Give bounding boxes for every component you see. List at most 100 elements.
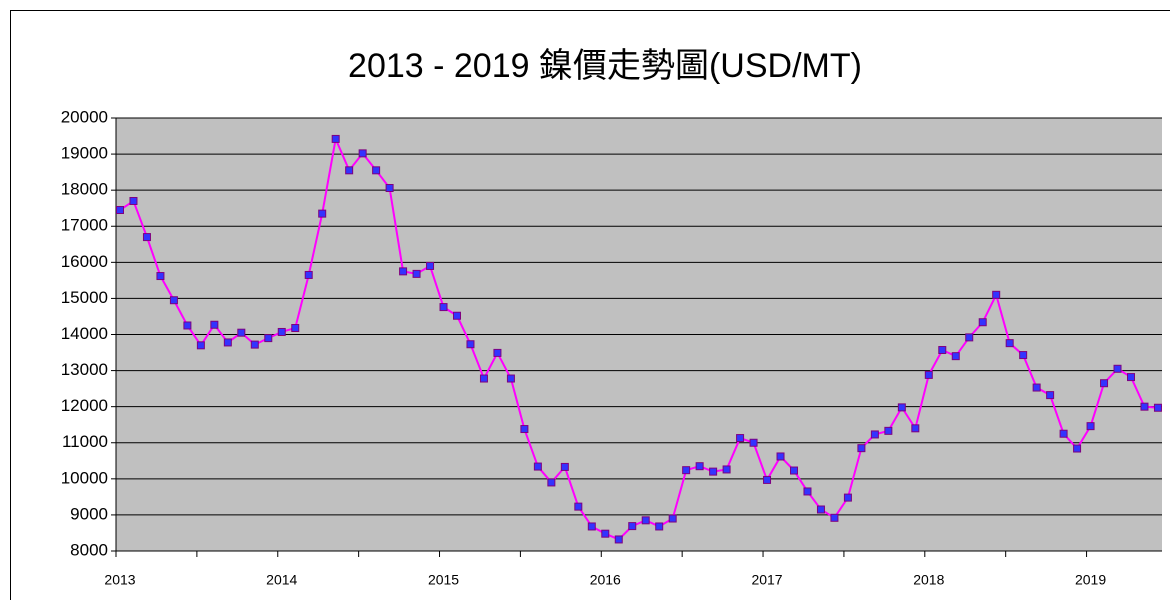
data-point	[870, 430, 879, 439]
y-tick-label: 14000	[61, 324, 108, 343]
data-point	[1113, 364, 1122, 373]
data-point	[466, 340, 475, 349]
data-point	[520, 425, 529, 434]
data-point	[911, 424, 920, 433]
data-point	[776, 452, 785, 461]
data-point	[1073, 444, 1082, 453]
x-tick-label: 2017	[751, 572, 782, 588]
data-point	[641, 516, 650, 525]
data-point	[1086, 422, 1095, 431]
data-point	[628, 522, 637, 531]
x-tick-label: 2019	[1075, 572, 1106, 588]
data-point	[1005, 339, 1014, 348]
data-point	[358, 149, 367, 158]
x-tick-label: 2016	[590, 572, 621, 588]
data-point	[816, 505, 825, 514]
data-point	[857, 444, 866, 453]
data-point	[291, 324, 300, 333]
y-tick-label: 13000	[61, 360, 108, 379]
data-point	[1019, 351, 1028, 360]
y-tick-label: 12000	[61, 396, 108, 415]
data-point	[884, 426, 893, 435]
data-point	[345, 166, 354, 175]
data-point	[196, 341, 205, 350]
data-point	[736, 434, 745, 443]
data-point	[668, 514, 677, 523]
data-point	[695, 462, 704, 471]
y-tick-label: 20000	[61, 107, 108, 126]
y-tick-label: 16000	[61, 252, 108, 271]
data-point	[1153, 403, 1162, 412]
data-point	[399, 267, 408, 276]
data-point	[1100, 379, 1109, 388]
y-tick-label: 9000	[70, 504, 108, 523]
data-point	[547, 478, 556, 487]
x-tick-label: 2013	[104, 572, 135, 588]
data-point	[453, 311, 461, 320]
data-point	[763, 475, 772, 484]
data-point	[1046, 391, 1055, 400]
y-tick-label: 19000	[61, 144, 108, 163]
y-tick-label: 17000	[61, 216, 108, 235]
data-point	[951, 352, 960, 361]
data-point	[897, 403, 906, 412]
data-point	[331, 134, 340, 143]
data-point	[843, 493, 852, 502]
data-point	[1127, 373, 1135, 382]
data-point	[250, 340, 259, 349]
data-point	[223, 338, 232, 347]
chart-title: 2013 - 2019 鎳價走勢圖(USD/MT)	[348, 47, 862, 85]
data-point	[116, 206, 124, 215]
data-point	[722, 465, 731, 474]
data-point	[965, 333, 974, 342]
data-point	[830, 513, 839, 522]
data-point	[587, 522, 596, 531]
data-point	[264, 334, 273, 343]
data-point	[749, 438, 758, 447]
data-point	[183, 321, 192, 330]
data-point	[992, 290, 1001, 299]
data-point	[938, 346, 947, 355]
data-point	[493, 348, 502, 357]
data-point	[237, 328, 246, 337]
y-tick-label: 10000	[61, 468, 108, 487]
data-point	[142, 233, 151, 242]
x-tick-label: 2015	[428, 572, 459, 588]
data-point	[412, 269, 421, 278]
y-tick-label: 8000	[70, 540, 108, 559]
data-point	[1140, 402, 1149, 411]
data-point	[655, 522, 664, 531]
data-point	[803, 487, 812, 496]
data-point	[614, 535, 623, 544]
data-point	[790, 466, 798, 475]
y-tick-label: 11000	[62, 432, 108, 451]
data-point	[1059, 429, 1068, 438]
data-point	[924, 370, 933, 379]
data-point	[318, 209, 327, 218]
data-point	[169, 296, 178, 305]
data-point	[978, 318, 987, 327]
data-point	[574, 502, 583, 511]
data-point	[479, 374, 488, 383]
data-point	[506, 374, 515, 383]
data-point	[682, 466, 691, 475]
y-tick-label: 18000	[61, 180, 108, 199]
data-point	[560, 462, 569, 471]
data-point	[1032, 383, 1041, 392]
data-point	[426, 261, 435, 270]
data-point	[210, 320, 219, 329]
x-tick-label: 2014	[266, 572, 297, 588]
data-point	[439, 303, 448, 312]
y-tick-label: 15000	[61, 288, 108, 307]
data-point	[709, 467, 718, 476]
x-tick-label: 2018	[913, 572, 944, 588]
data-point	[156, 272, 165, 281]
data-point	[533, 462, 542, 471]
data-point	[277, 327, 286, 336]
data-point	[601, 529, 610, 538]
data-point	[129, 196, 138, 205]
data-point	[372, 166, 381, 175]
data-point	[304, 270, 313, 279]
data-point	[385, 184, 394, 193]
